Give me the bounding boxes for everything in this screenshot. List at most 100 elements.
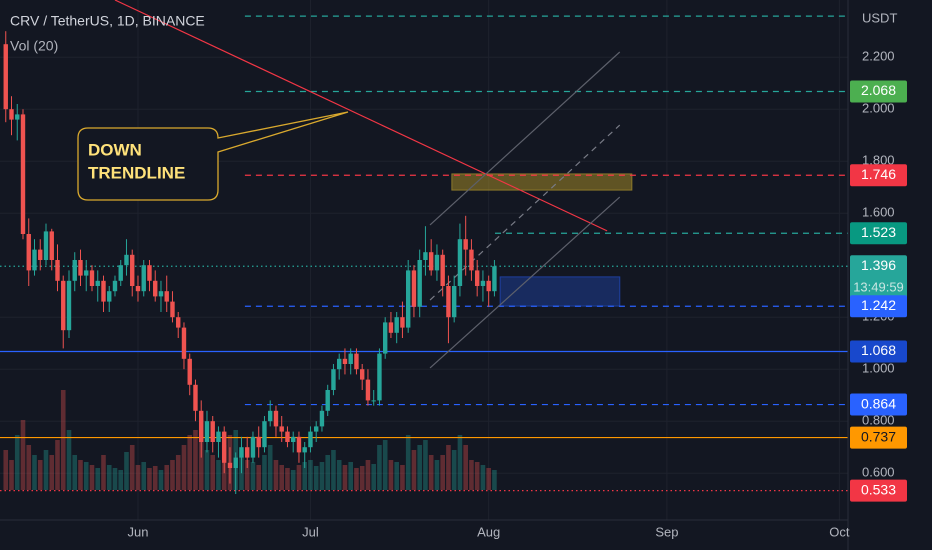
candle-body xyxy=(32,249,37,271)
candle-body xyxy=(216,431,221,442)
volume-bar xyxy=(256,465,262,490)
volume-bar xyxy=(204,450,210,490)
volume-bar xyxy=(129,445,135,490)
volume-bar xyxy=(78,460,83,490)
volume-bar xyxy=(279,465,285,490)
candle-body xyxy=(296,436,302,453)
volume-bar xyxy=(101,455,106,490)
price-tag-label: 0.864 xyxy=(861,395,896,411)
candle-body xyxy=(43,231,49,260)
candle-body xyxy=(394,317,399,333)
candle-body xyxy=(210,421,215,442)
volume-bar xyxy=(141,462,147,490)
candle-body xyxy=(463,239,468,250)
y-tick-label: 0.800 xyxy=(862,413,895,428)
price-tag-label: 0.533 xyxy=(861,481,896,497)
candle-body xyxy=(135,286,141,292)
volume-bar xyxy=(26,445,32,490)
volume-bar xyxy=(3,450,9,490)
candle-body xyxy=(268,410,273,422)
volume-bar xyxy=(308,460,313,490)
candle-body xyxy=(359,369,365,380)
y-tick-label: 1.000 xyxy=(862,361,895,376)
volume-bar xyxy=(175,455,181,490)
candle-body xyxy=(417,260,422,307)
candle-body xyxy=(331,369,336,390)
y-tick-label: 0.600 xyxy=(862,465,895,480)
price-tag xyxy=(850,426,907,449)
candle-body xyxy=(308,431,313,448)
volume-bar xyxy=(72,455,78,490)
candle-body xyxy=(434,254,440,271)
candle-body xyxy=(337,358,342,370)
volume-bar xyxy=(411,450,417,490)
volume-bar xyxy=(492,470,497,490)
price-tag xyxy=(850,479,907,502)
candle-body xyxy=(302,447,307,453)
volume-bar xyxy=(43,450,49,490)
candle-body xyxy=(193,384,198,411)
candle-body xyxy=(15,114,20,120)
candle-body xyxy=(204,421,210,442)
candle-body xyxy=(26,234,31,271)
volume-bar xyxy=(336,460,342,490)
candle-body xyxy=(423,252,428,260)
candle-body xyxy=(365,379,371,401)
price-tag-label: 0.737 xyxy=(861,428,896,444)
candle-body xyxy=(486,280,491,292)
candle-body xyxy=(492,266,497,292)
y-tick-label: 2.000 xyxy=(862,101,895,116)
volume-bar xyxy=(267,445,273,490)
volume-bar xyxy=(112,468,118,490)
candle-body xyxy=(279,426,284,432)
candle-body xyxy=(428,252,434,271)
candle-body xyxy=(170,301,175,318)
trendline xyxy=(114,0,608,232)
volume-bar xyxy=(262,455,267,490)
volume-bar xyxy=(434,460,440,490)
annotation-text: DOWN xyxy=(88,140,142,159)
candle-body xyxy=(233,457,238,468)
volume-bar xyxy=(325,455,331,490)
volume-bar xyxy=(164,465,170,490)
candle-body xyxy=(256,436,261,448)
volume-bar xyxy=(14,435,20,490)
volume-bar xyxy=(469,460,474,490)
volume-bar xyxy=(20,420,26,490)
volume-bar xyxy=(49,455,55,490)
volume-bar xyxy=(193,430,198,490)
volume-bar xyxy=(377,445,382,490)
chart-title: CRV / TetherUS, 1D, BINANCE xyxy=(10,13,205,29)
candle-body xyxy=(250,436,256,458)
candle-body xyxy=(405,270,411,328)
y-axis-label: USDT xyxy=(862,10,897,25)
volume-bar xyxy=(451,450,457,490)
candle-body xyxy=(89,270,95,286)
candle-body xyxy=(262,421,267,448)
volume-bar xyxy=(83,462,89,490)
candle-body xyxy=(61,280,66,331)
volume-bar xyxy=(89,465,95,490)
volume-bar xyxy=(250,462,256,490)
price-tag xyxy=(850,164,907,187)
volume-bar xyxy=(147,468,152,490)
price-tag-label: 1.746 xyxy=(861,166,896,182)
candle-body xyxy=(9,109,14,120)
volume-bar xyxy=(135,465,141,490)
price-tag xyxy=(850,295,907,318)
candle-body xyxy=(84,270,89,276)
volume-bar xyxy=(486,468,491,490)
candle-body xyxy=(474,270,480,286)
volume-bar xyxy=(474,462,480,490)
volume-bar xyxy=(152,466,158,490)
volume-bar xyxy=(365,460,371,490)
candle-body xyxy=(227,462,233,468)
price-tag-label: 1.068 xyxy=(861,342,896,358)
candle-body xyxy=(451,286,457,318)
volume-bar xyxy=(382,440,388,490)
volume-bar xyxy=(66,430,72,490)
volume-bar xyxy=(210,455,216,490)
volume-bar xyxy=(55,440,60,490)
price-tag-label: 1.523 xyxy=(861,224,896,240)
volume-bar xyxy=(60,390,66,490)
